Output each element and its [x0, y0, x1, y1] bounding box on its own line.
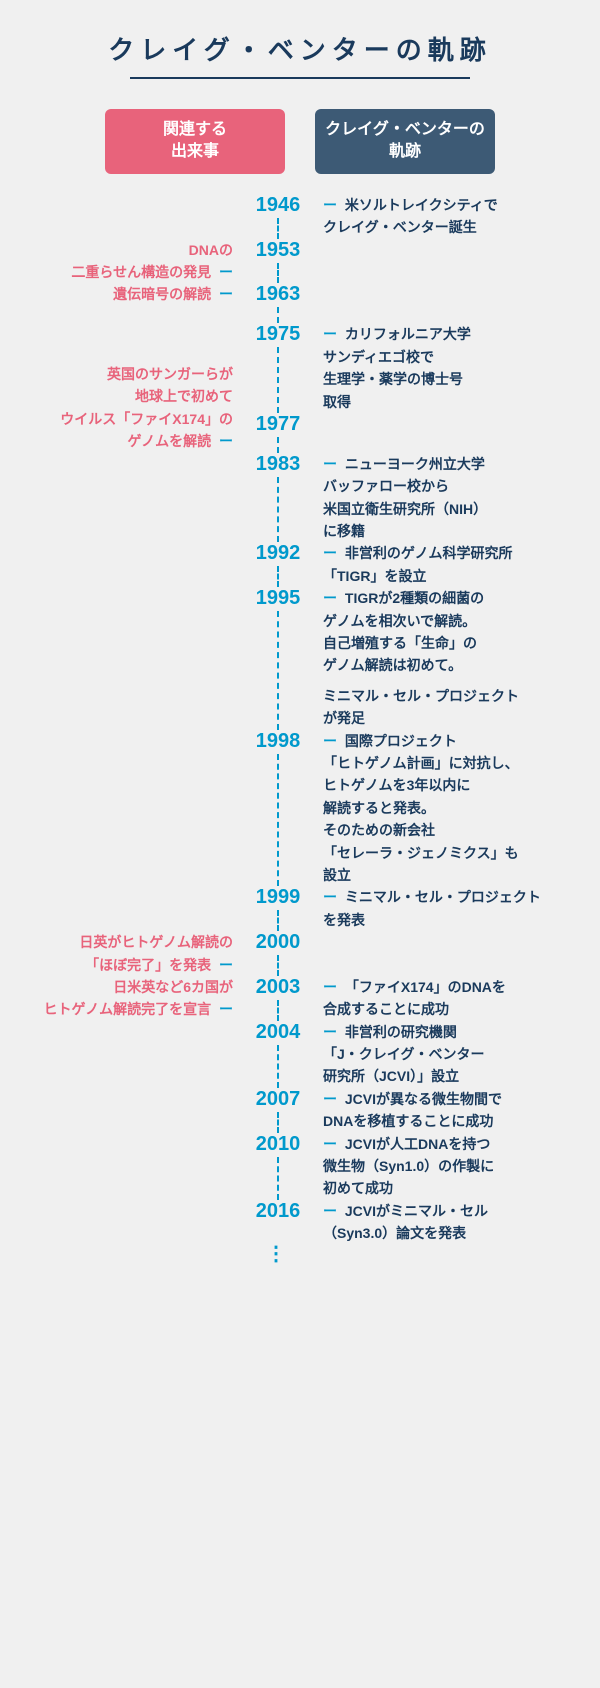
left-event: DNAの二重らせん構造の発見 ー [30, 239, 245, 284]
left-event: 日米英など6カ国がヒトゲノム解読完了を宣言 ー [30, 976, 245, 1021]
timeline: 1946ー 米ソルトレイクシティでクレイグ・ベンター誕生DNAの二重らせん構造の… [0, 194, 600, 1285]
continuation-dots: ⋮ [245, 1241, 311, 1266]
year-label: 1998 [245, 730, 311, 753]
year-label: 1992 [245, 542, 311, 565]
year-label: 1946 [245, 194, 311, 217]
timeline-connector [277, 910, 279, 931]
timeline-connector [277, 1000, 279, 1021]
left-event: 英国のサンガーらが地球上で初めてウイルス「ファイX174」のゲノムを解読 ー [30, 363, 245, 453]
timeline-row: DNAの二重らせん構造の発見 ー1953 [30, 239, 570, 284]
right-event: ー JCVIが人工DNAを持つ微生物（Syn1.0）の作製に初めて成功 [311, 1133, 570, 1200]
timeline-row: 遺伝暗号の解読 ー1963 [30, 283, 570, 323]
timeline-connector [277, 477, 279, 543]
header-row: 関連する出来事 クレイグ・ベンターの軌跡 [0, 109, 600, 174]
right-event: ー 非営利の研究機関「J・クレイグ・ベンター研究所（JCVI）」設立 [311, 1021, 570, 1088]
timeline-connector [277, 955, 279, 976]
right-event: ー TIGRが2種類の細菌のゲノムを相次いで解読。自己増殖する「生命」のゲノム解… [311, 587, 570, 729]
timeline-row: 1946ー 米ソルトレイクシティでクレイグ・ベンター誕生 [30, 194, 570, 239]
timeline-row: 日英がヒトゲノム解読の「ほぼ完了」を発表 ー2000 [30, 931, 570, 976]
timeline-row: 2007ー JCVIが異なる微生物間でDNAを移植することに成功 [30, 1088, 570, 1133]
header-left: 関連する出来事 [105, 109, 285, 174]
left-event: 遺伝暗号の解読 ー [30, 283, 245, 305]
right-event: ー 非営利のゲノム科学研究所「TIGR」を設立 [311, 542, 570, 587]
timeline-connector [277, 347, 279, 413]
timeline-connector [277, 754, 279, 887]
year-label: 2000 [245, 931, 311, 954]
timeline-row: 英国のサンガーらが地球上で初めてウイルス「ファイX174」のゲノムを解読 ー19… [30, 413, 570, 453]
year-label: 1995 [245, 587, 311, 610]
right-event: ー JCVIが異なる微生物間でDNAを移植することに成功 [311, 1088, 570, 1133]
left-event: 日英がヒトゲノム解読の「ほぼ完了」を発表 ー [30, 931, 245, 976]
title-underline [130, 77, 470, 79]
timeline-row: 1998ー 国際プロジェクト「ヒトゲノム計画」に対抗し、ヒトゲノムを3年以内に解… [30, 730, 570, 887]
year-label: 2010 [245, 1133, 311, 1156]
header-right: クレイグ・ベンターの軌跡 [315, 109, 495, 174]
timeline-connector [277, 566, 279, 587]
right-event: ー 国際プロジェクト「ヒトゲノム計画」に対抗し、ヒトゲノムを3年以内に解読すると… [311, 730, 570, 887]
year-label: 1977 [245, 413, 311, 436]
right-event: ー カリフォルニア大学サンディエゴ校で生理学・薬学の博士号取得 [311, 323, 570, 413]
timeline-row: 2010ー JCVIが人工DNAを持つ微生物（Syn1.0）の作製に初めて成功 [30, 1133, 570, 1200]
timeline-connector [277, 218, 279, 239]
year-label: 1953 [245, 239, 311, 262]
right-event: ー ミニマル・セル・プロジェクトを発表 [311, 886, 570, 931]
year-label: 1975 [245, 323, 311, 346]
timeline-connector [277, 1112, 279, 1133]
right-event: ー ニューヨーク州立大学バッファロー校から米国立衛生研究所（NIH）に移籍 [311, 453, 570, 543]
page-title: クレイグ・ベンターの軌跡 [0, 30, 600, 67]
year-label: 1963 [245, 283, 311, 306]
year-label: 1983 [245, 453, 311, 476]
timeline-connector [277, 1045, 279, 1088]
timeline-row: 日米英など6カ国がヒトゲノム解読完了を宣言 ー2003ー 「ファイX174」のD… [30, 976, 570, 1021]
timeline-connector [277, 307, 279, 323]
year-label: 2004 [245, 1021, 311, 1044]
timeline-row: 2016ー JCVIがミニマル・セル（Syn3.0）論文を発表 [30, 1200, 570, 1245]
timeline-connector [277, 1157, 279, 1200]
year-label: 2003 [245, 976, 311, 999]
timeline-connector [277, 437, 279, 453]
timeline-row: 1983ー ニューヨーク州立大学バッファロー校から米国立衛生研究所（NIH）に移… [30, 453, 570, 543]
timeline-row: 1995ー TIGRが2種類の細菌のゲノムを相次いで解読。自己増殖する「生命」の… [30, 587, 570, 729]
year-label: 2016 [245, 1200, 311, 1223]
right-event: ー 米ソルトレイクシティでクレイグ・ベンター誕生 [311, 194, 570, 239]
timeline-row: 1992ー 非営利のゲノム科学研究所「TIGR」を設立 [30, 542, 570, 587]
right-event: ー JCVIがミニマル・セル（Syn3.0）論文を発表 [311, 1200, 570, 1245]
right-event: ー 「ファイX174」のDNAを合成することに成功 [311, 976, 570, 1021]
timeline-row: 1999ー ミニマル・セル・プロジェクトを発表 [30, 886, 570, 931]
timeline-row: 2004ー 非営利の研究機関「J・クレイグ・ベンター研究所（JCVI）」設立 [30, 1021, 570, 1088]
timeline-connector [277, 611, 279, 729]
year-label: 2007 [245, 1088, 311, 1111]
year-label: 1999 [245, 886, 311, 909]
timeline-connector [277, 263, 279, 284]
